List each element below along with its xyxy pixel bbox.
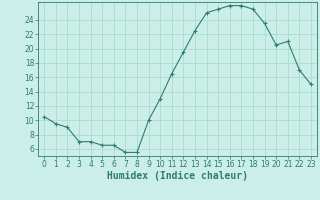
X-axis label: Humidex (Indice chaleur): Humidex (Indice chaleur) xyxy=(107,171,248,181)
